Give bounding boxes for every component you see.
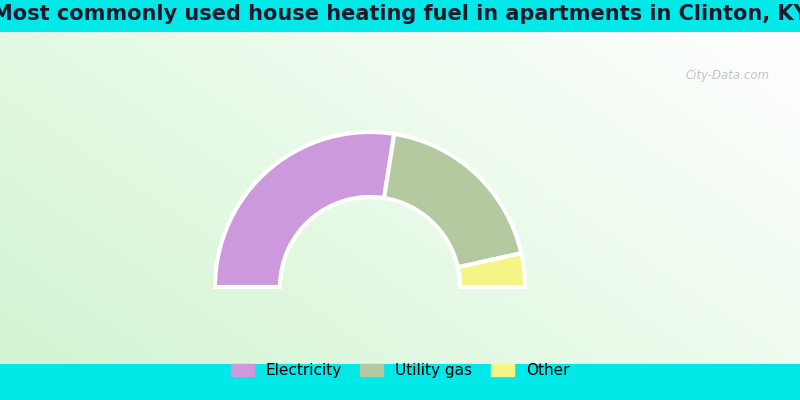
Wedge shape xyxy=(215,132,394,287)
Wedge shape xyxy=(458,253,525,287)
Legend: Electricity, Utility gas, Other: Electricity, Utility gas, Other xyxy=(225,357,575,384)
Text: Most commonly used house heating fuel in apartments in Clinton, KY: Most commonly used house heating fuel in… xyxy=(0,4,800,24)
Text: City-Data.com: City-Data.com xyxy=(686,69,770,82)
Wedge shape xyxy=(384,134,522,267)
